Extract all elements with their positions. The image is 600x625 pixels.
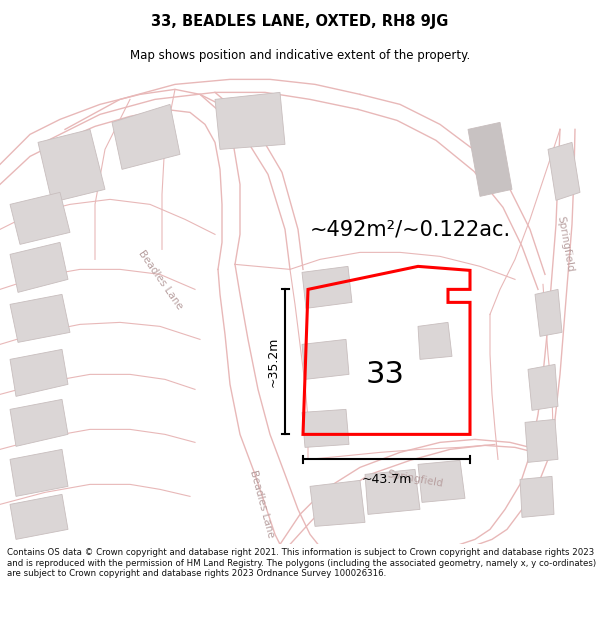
Polygon shape [302,409,349,447]
Polygon shape [310,481,365,526]
Text: ~35.2m: ~35.2m [267,337,280,387]
Text: Contains OS data © Crown copyright and database right 2021. This information is : Contains OS data © Crown copyright and d… [7,548,596,578]
Text: Springfield: Springfield [386,469,444,489]
Polygon shape [112,104,180,169]
Polygon shape [10,449,68,496]
Text: 33, BEADLES LANE, OXTED, RH8 9JG: 33, BEADLES LANE, OXTED, RH8 9JG [151,14,449,29]
Polygon shape [38,129,105,202]
Polygon shape [548,142,580,201]
Polygon shape [10,349,68,396]
Text: Springfield: Springfield [555,216,575,273]
Polygon shape [525,419,558,462]
Polygon shape [528,364,558,411]
Polygon shape [10,399,68,446]
Polygon shape [302,339,349,379]
Polygon shape [365,469,420,514]
Polygon shape [10,242,68,292]
Polygon shape [520,476,554,518]
Polygon shape [535,289,562,336]
Polygon shape [10,192,70,244]
Polygon shape [10,294,70,343]
Text: 33: 33 [365,360,404,389]
Polygon shape [10,494,68,539]
Text: Beadles Lane: Beadles Lane [248,469,276,539]
Polygon shape [302,266,352,308]
Text: Map shows position and indicative extent of the property.: Map shows position and indicative extent… [130,49,470,62]
Polygon shape [468,122,512,196]
Polygon shape [215,92,285,149]
Text: ~43.7m: ~43.7m [361,473,412,486]
Polygon shape [418,461,465,503]
Text: Beadles Lane: Beadles Lane [136,248,184,311]
Text: ~492m²/~0.122ac.: ~492m²/~0.122ac. [310,219,511,239]
Polygon shape [418,322,452,359]
